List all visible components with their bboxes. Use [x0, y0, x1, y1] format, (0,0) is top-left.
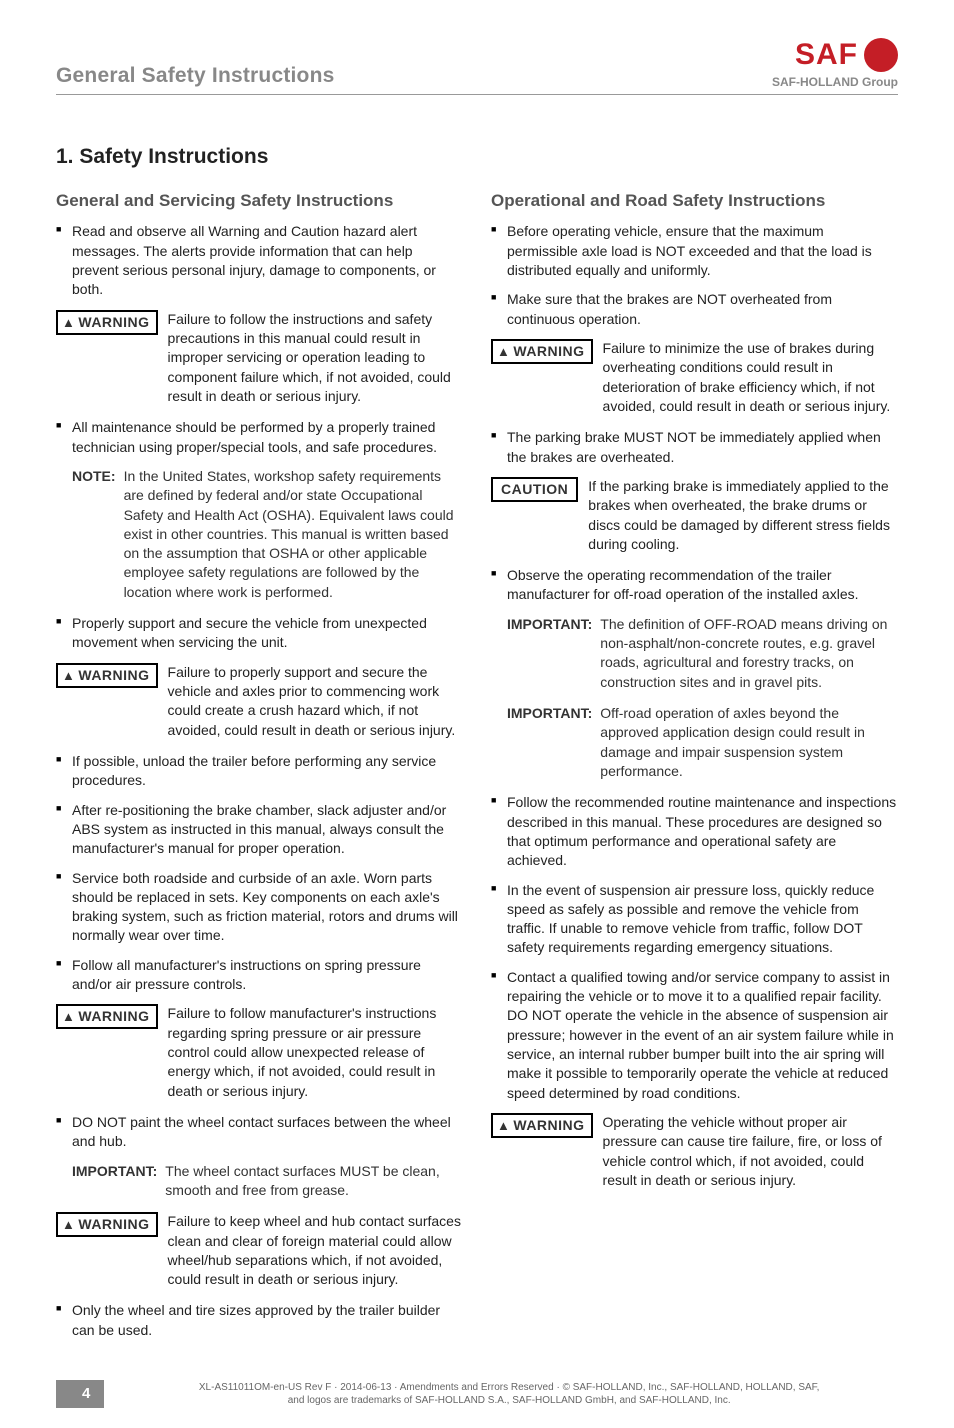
logo-group-text: SAF-HOLLAND Group — [772, 74, 898, 90]
warning-badge: ▲WARNING — [56, 663, 158, 688]
important-block: IMPORTANT: The wheel contact surfaces MU… — [56, 1162, 463, 1201]
page-header: General Safety Instructions SAF SAF-HOLL… — [56, 38, 898, 95]
warning-label: WARNING — [78, 313, 149, 332]
bullet-item: If possible, unload the trailer before p… — [56, 752, 463, 791]
bullet-item: Follow the recommended routine maintenan… — [491, 793, 898, 870]
warning-text: Operating the vehicle without proper air… — [603, 1113, 898, 1190]
brand-logo: SAF SAF-HOLLAND Group — [772, 38, 898, 90]
alert-triangle-icon: ▲ — [62, 316, 75, 329]
bullet-item: The parking brake MUST NOT be immediatel… — [491, 428, 898, 467]
bullet-item: Observe the operating recommendation of … — [491, 566, 898, 605]
note-text: In the United States, workshop safety re… — [124, 467, 463, 602]
caution-badge: CAUTION — [491, 477, 578, 502]
important-label: IMPORTANT: — [507, 704, 592, 723]
page: General Safety Instructions SAF SAF-HOLL… — [0, 0, 954, 1428]
important-text: Off-road operation of axles beyond the a… — [600, 704, 898, 781]
bullet-item: DO NOT paint the wheel contact surfaces … — [56, 1113, 463, 1152]
header-title: General Safety Instructions — [56, 62, 334, 90]
warning-block: ▲WARNING Failure to follow the instructi… — [56, 310, 463, 407]
caution-label: CAUTION — [501, 480, 568, 499]
left-subheading: General and Servicing Safety Instruction… — [56, 190, 463, 213]
bullet-item: In the event of suspension air pressure … — [491, 881, 898, 958]
page-number: 4 — [56, 1380, 104, 1408]
right-column: Operational and Road Safety Instructions… — [491, 190, 898, 1351]
footer-line-2: and logos are trademarks of SAF-HOLLAND … — [288, 1395, 731, 1406]
logo-text: SAF — [795, 40, 858, 70]
bullet-item: Make sure that the brakes are NOT overhe… — [491, 290, 898, 329]
warning-text: Failure to follow manufacturer's instruc… — [168, 1004, 463, 1101]
bullet-item: Before operating vehicle, ensure that th… — [491, 222, 898, 280]
warning-block: ▲WARNING Failure to minimize the use of … — [491, 339, 898, 416]
bullet-item: Follow all manufacturer's instructions o… — [56, 956, 463, 995]
bullet-item: Service both roadside and curbside of an… — [56, 869, 463, 946]
bullet-item: Properly support and secure the vehicle … — [56, 614, 463, 653]
warning-badge: ▲WARNING — [56, 310, 158, 335]
bullet-item: Contact a qualified towing and/or servic… — [491, 968, 898, 1103]
logo-circle-icon — [864, 38, 898, 72]
important-text: The definition of OFF-ROAD means driving… — [600, 615, 898, 692]
right-subheading: Operational and Road Safety Instructions — [491, 190, 898, 213]
warning-badge: ▲WARNING — [491, 1113, 593, 1138]
bullet-item: Read and observe all Warning and Caution… — [56, 222, 463, 299]
warning-label: WARNING — [513, 1116, 584, 1135]
alert-triangle-icon: ▲ — [62, 1218, 75, 1231]
footer-line-1: XL-AS11011OM-en-US Rev F · 2014-06-13 · … — [199, 1382, 820, 1393]
note-block: NOTE: In the United States, workshop saf… — [56, 467, 463, 602]
alert-triangle-icon: ▲ — [497, 1119, 510, 1132]
warning-label: WARNING — [78, 1215, 149, 1234]
warning-label: WARNING — [78, 666, 149, 685]
warning-block: ▲WARNING Failure to follow manufacturer'… — [56, 1004, 463, 1101]
note-label: NOTE: — [72, 467, 116, 486]
warning-label: WARNING — [513, 342, 584, 361]
important-block: IMPORTANT: Off-road operation of axles b… — [491, 704, 898, 781]
bullet-item: Only the wheel and tire sizes approved b… — [56, 1301, 463, 1340]
important-block: IMPORTANT: The definition of OFF-ROAD me… — [491, 615, 898, 692]
warning-block: ▲WARNING Failure to keep wheel and hub c… — [56, 1212, 463, 1289]
warning-badge: ▲WARNING — [56, 1212, 158, 1237]
content-columns: General and Servicing Safety Instruction… — [56, 190, 898, 1351]
important-label: IMPORTANT: — [507, 615, 592, 634]
alert-triangle-icon: ▲ — [497, 345, 510, 358]
warning-label: WARNING — [78, 1007, 149, 1026]
left-column: General and Servicing Safety Instruction… — [56, 190, 463, 1351]
section-heading: 1. Safety Instructions — [56, 143, 898, 171]
warning-badge: ▲WARNING — [56, 1004, 158, 1029]
footer-copyright: XL-AS11011OM-en-US Rev F · 2014-06-13 · … — [120, 1381, 898, 1408]
warning-text: Failure to properly support and secure t… — [168, 663, 463, 740]
warning-text: Failure to minimize the use of brakes du… — [603, 339, 898, 416]
caution-block: CAUTION If the parking brake is immediat… — [491, 477, 898, 554]
bullet-item: All maintenance should be performed by a… — [56, 418, 463, 457]
alert-triangle-icon: ▲ — [62, 669, 75, 682]
important-label: IMPORTANT: — [72, 1162, 157, 1181]
warning-block: ▲WARNING Operating the vehicle without p… — [491, 1113, 898, 1190]
warning-block: ▲WARNING Failure to properly support and… — [56, 663, 463, 740]
warning-badge: ▲WARNING — [491, 339, 593, 364]
warning-text: Failure to keep wheel and hub contact su… — [168, 1212, 463, 1289]
alert-triangle-icon: ▲ — [62, 1010, 75, 1023]
caution-text: If the parking brake is immediately appl… — [588, 477, 898, 554]
warning-text: Failure to follow the instructions and s… — [168, 310, 463, 407]
page-footer: 4 XL-AS11011OM-en-US Rev F · 2014-06-13 … — [56, 1380, 898, 1408]
bullet-item: After re-positioning the brake chamber, … — [56, 801, 463, 859]
important-text: The wheel contact surfaces MUST be clean… — [165, 1162, 463, 1201]
